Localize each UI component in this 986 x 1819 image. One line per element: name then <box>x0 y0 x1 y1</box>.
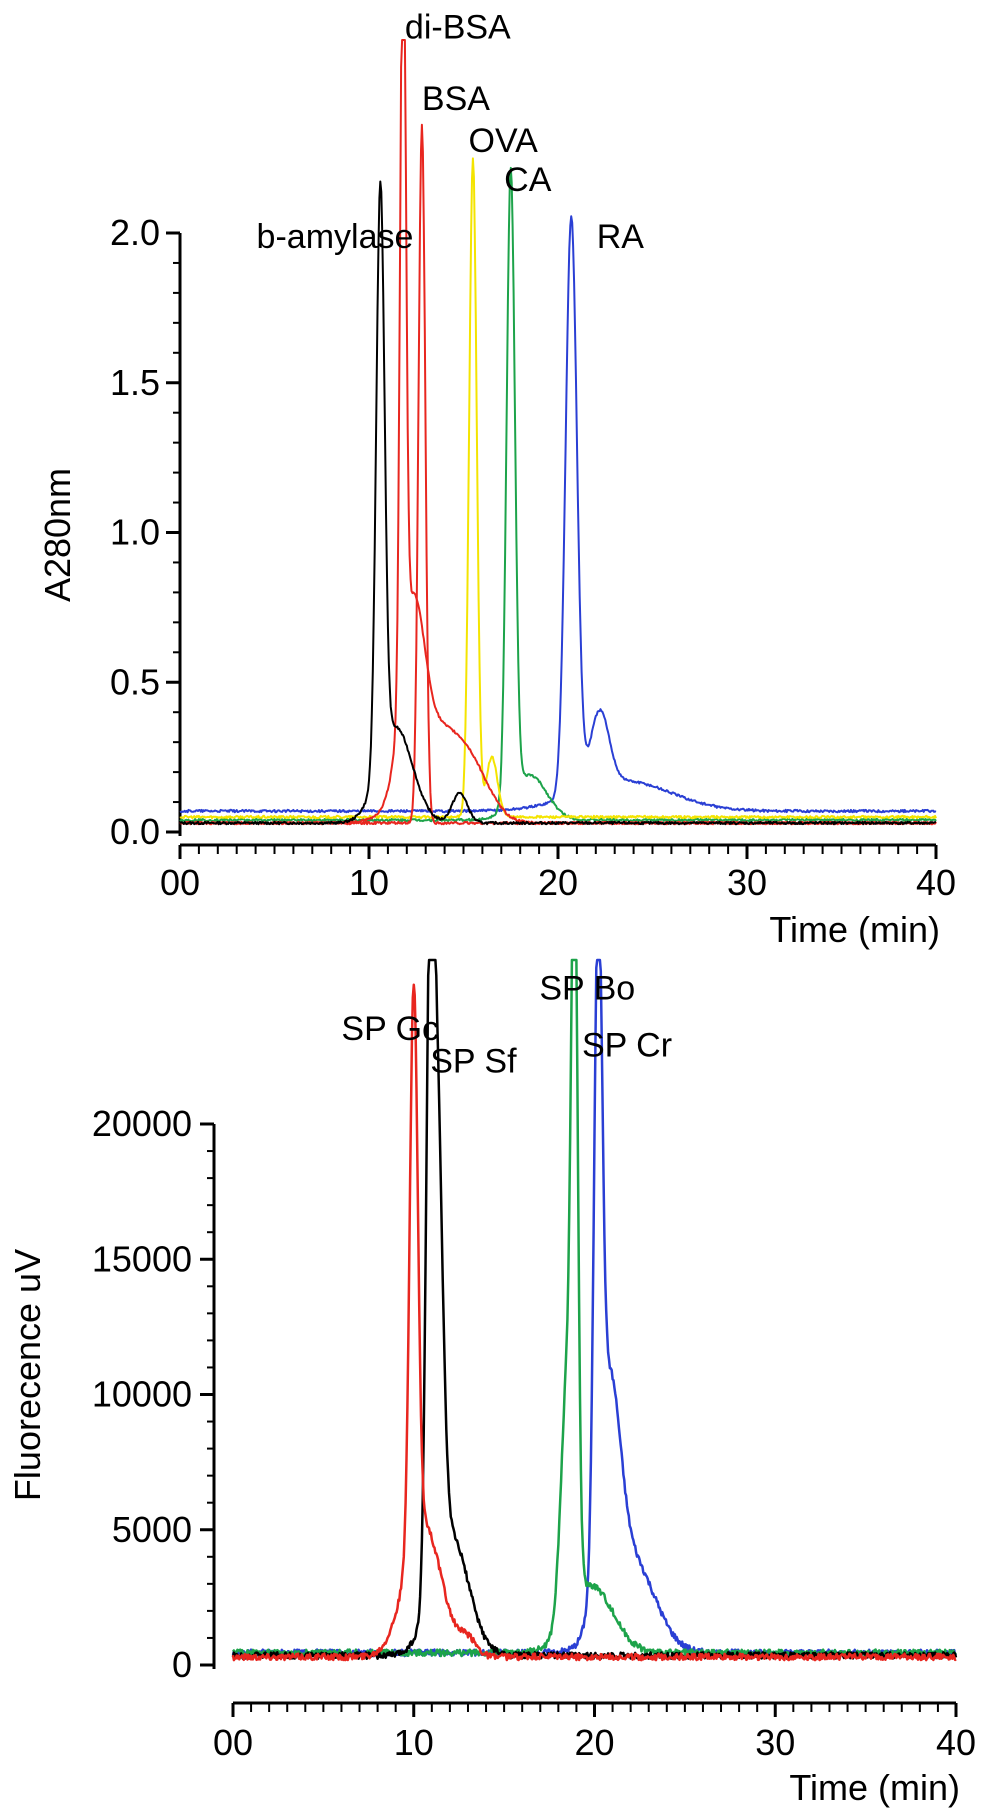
peak-label-bsa: BSA <box>422 80 490 118</box>
series-line-ra <box>179 215 937 814</box>
y-axis-title: Fluorecence uV <box>7 1249 48 1501</box>
peak-label-b-amylase: b-amylase <box>257 218 414 256</box>
panel-a280-chart: 0.0 0.5 1.0 1.5 2.0 A280nm 00 10 20 30 40 Time (min… <box>37 8 956 950</box>
peak-label-ca: CA <box>504 161 552 199</box>
x-axis-title: Time (min) <box>789 1767 960 1808</box>
y-tick-label: 1.0 <box>110 512 160 553</box>
y-axis-title: A280nm <box>37 468 78 602</box>
peak-label-sp-cr: SP Cr <box>582 1026 672 1064</box>
peak-label-di-bsa: di-BSA <box>405 8 511 46</box>
y-tick-label: 0.0 <box>110 811 160 852</box>
peak-label-sp-gc: SP Gc <box>341 1010 439 1048</box>
y-tick-label: 5000 <box>112 1509 192 1550</box>
x-tick-label: 10 <box>394 1722 434 1763</box>
x-tick-label: 40 <box>936 1722 976 1763</box>
series-line-di-bsa <box>179 39 937 826</box>
y-tick-label: 20000 <box>92 1103 192 1144</box>
peak-label-ra: RA <box>597 218 645 256</box>
y-tick-label: 0 <box>172 1644 192 1685</box>
y-tick-label: 0.5 <box>110 661 160 702</box>
x-tick-label: 10 <box>349 862 389 903</box>
series-line-ova <box>179 157 937 820</box>
x-axis-title: Time (min) <box>769 909 940 950</box>
peak-label-sp-bo: SP Bo <box>539 970 635 1008</box>
series-line-b-amylase <box>179 180 937 826</box>
y-tick-label: 10000 <box>92 1374 192 1415</box>
series-line-ca <box>179 166 937 823</box>
peak-label-sp-sf: SP Sf <box>430 1043 517 1081</box>
x-tick-label: 30 <box>727 862 767 903</box>
x-tick-label: 00 <box>213 1722 253 1763</box>
panel-fluorescence-chart: 0 5000 10000 15000 20000 Fluorecence uV 00 10 20… <box>7 958 976 1808</box>
y-tick-label: 2.0 <box>110 212 160 253</box>
x-tick-label: 20 <box>538 862 578 903</box>
y-tick-label: 1.5 <box>110 362 160 403</box>
series-line-sp-gc <box>231 983 957 1662</box>
x-tick-label: 20 <box>574 1722 614 1763</box>
x-tick-label: 00 <box>160 862 200 903</box>
y-tick-label: 15000 <box>92 1238 192 1279</box>
x-tick-label: 30 <box>755 1722 795 1763</box>
x-tick-label: 40 <box>916 862 956 903</box>
series-line-sp-cr <box>231 958 958 1658</box>
peak-label-ova: OVA <box>469 122 539 160</box>
